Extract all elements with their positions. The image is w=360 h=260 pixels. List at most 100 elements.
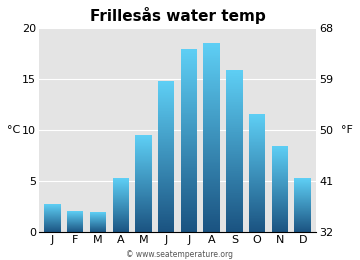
Bar: [181, 118, 197, 119]
Bar: [249, 162, 265, 163]
Bar: [294, 231, 311, 232]
Bar: [135, 141, 152, 142]
Bar: [203, 208, 220, 209]
Bar: [181, 162, 197, 163]
Bar: [158, 187, 174, 188]
Bar: [249, 164, 265, 165]
Bar: [135, 203, 152, 204]
Bar: [113, 231, 129, 232]
Bar: [158, 203, 174, 204]
Bar: [272, 189, 288, 190]
Bar: [181, 158, 197, 159]
Bar: [181, 68, 197, 69]
Bar: [226, 162, 243, 163]
Bar: [249, 185, 265, 186]
Bar: [158, 96, 174, 97]
Bar: [181, 66, 197, 67]
Bar: [181, 51, 197, 52]
Bar: [158, 205, 174, 206]
Bar: [158, 106, 174, 107]
Bar: [181, 206, 197, 207]
Bar: [226, 117, 243, 118]
Bar: [226, 131, 243, 132]
Bar: [158, 217, 174, 218]
Bar: [181, 50, 197, 51]
Bar: [181, 175, 197, 176]
Bar: [249, 141, 265, 142]
Bar: [249, 231, 265, 232]
Bar: [249, 128, 265, 129]
Bar: [158, 182, 174, 183]
Bar: [272, 207, 288, 208]
Bar: [135, 171, 152, 172]
Bar: [203, 156, 220, 157]
Bar: [158, 107, 174, 108]
Bar: [181, 80, 197, 81]
Bar: [135, 207, 152, 208]
Bar: [272, 195, 288, 196]
Bar: [181, 161, 197, 162]
Bar: [203, 157, 220, 158]
Bar: [158, 114, 174, 115]
Bar: [272, 161, 288, 162]
Bar: [135, 187, 152, 188]
Bar: [226, 229, 243, 230]
Bar: [226, 129, 243, 130]
Bar: [294, 198, 311, 199]
Bar: [226, 98, 243, 99]
Bar: [203, 204, 220, 205]
Bar: [181, 64, 197, 65]
Bar: [113, 186, 129, 187]
Bar: [158, 117, 174, 118]
Bar: [249, 151, 265, 152]
Bar: [272, 162, 288, 163]
Bar: [181, 195, 197, 196]
Bar: [272, 224, 288, 225]
Bar: [294, 178, 311, 179]
Bar: [113, 213, 129, 214]
Bar: [203, 226, 220, 227]
Bar: [226, 231, 243, 232]
Bar: [203, 65, 220, 66]
Bar: [203, 75, 220, 76]
Bar: [272, 164, 288, 165]
Bar: [272, 165, 288, 166]
Bar: [203, 223, 220, 224]
Bar: [249, 145, 265, 146]
Bar: [272, 208, 288, 209]
Bar: [181, 119, 197, 120]
Bar: [181, 115, 197, 116]
Bar: [158, 115, 174, 116]
Bar: [181, 205, 197, 206]
Bar: [272, 217, 288, 218]
Bar: [249, 202, 265, 203]
Bar: [294, 215, 311, 216]
Bar: [158, 143, 174, 144]
Bar: [135, 192, 152, 193]
Bar: [135, 227, 152, 228]
Bar: [226, 88, 243, 89]
Bar: [135, 152, 152, 153]
Bar: [226, 78, 243, 79]
Bar: [249, 136, 265, 137]
Bar: [158, 94, 174, 95]
Bar: [181, 67, 197, 68]
Bar: [249, 135, 265, 136]
Bar: [113, 199, 129, 200]
Bar: [158, 204, 174, 205]
Bar: [249, 199, 265, 200]
Bar: [203, 160, 220, 161]
Bar: [249, 193, 265, 194]
Bar: [158, 169, 174, 170]
Bar: [203, 165, 220, 166]
Bar: [226, 70, 243, 71]
Bar: [181, 165, 197, 166]
Bar: [294, 205, 311, 206]
Bar: [249, 201, 265, 202]
Bar: [226, 124, 243, 125]
Bar: [203, 92, 220, 93]
Bar: [249, 161, 265, 162]
Bar: [113, 194, 129, 195]
Bar: [272, 163, 288, 164]
Bar: [181, 69, 197, 70]
